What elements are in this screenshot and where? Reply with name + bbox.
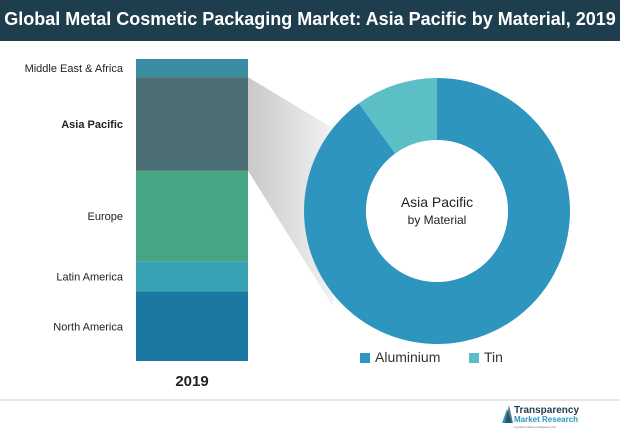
bar-label-latin-america: Latin America [56, 271, 124, 283]
legend-label-tin: Tin [484, 349, 503, 365]
donut-center-label-1: Asia Pacific [401, 194, 473, 210]
bar-segment-north-america [136, 291, 248, 361]
bar-label-north-america: North America [53, 321, 124, 333]
bar-label-middle-east-africa: Middle East & Africa [25, 63, 124, 75]
logo-mark-icon [502, 405, 513, 423]
legend-swatch-aluminium [360, 353, 370, 363]
donut-slice-aluminium [304, 78, 570, 344]
donut-center-label-2: by Material [408, 213, 467, 227]
donut-hole [366, 140, 508, 282]
chart-area: North America Latin America Europe Asia Pac… [0, 59, 620, 401]
logo-text-line1: Transparency [514, 405, 580, 416]
legend-swatch-tin [469, 353, 479, 363]
bar-segment-middle-east-africa [136, 59, 248, 78]
company-logo: Transparency Market Research a global ma… [500, 403, 610, 433]
bar-xlabel: 2019 [175, 373, 208, 390]
donut-slice-tin [358, 78, 437, 154]
bar-label-asia-pacific: Asia Pacific [61, 119, 123, 131]
bar-segment-latin-america [136, 261, 248, 292]
bar-label-europe: Europe [88, 211, 123, 223]
bar-segment-europe [136, 170, 248, 262]
logo-text-line2: Market Research [514, 415, 579, 424]
title-bar: Global Metal Cosmetic Packaging Market: … [0, 0, 620, 41]
bar-segment-asia-pacific [136, 77, 248, 171]
logo-tagline: a global market intelligence firm [514, 425, 557, 429]
chart-title: Global Metal Cosmetic Packaging Market: … [4, 9, 616, 29]
legend-label-aluminium: Aluminium [375, 349, 440, 365]
